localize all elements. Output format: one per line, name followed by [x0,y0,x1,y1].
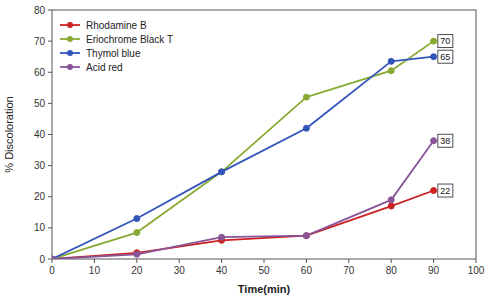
series-point [134,216,140,222]
x-tick-label: 30 [174,265,186,276]
annotation-box [438,134,453,147]
x-tick-label: 10 [89,265,101,276]
series-point [431,138,437,144]
x-tick-label: 40 [216,265,228,276]
y-tick-label: 60 [34,67,46,78]
y-tick [48,165,52,166]
series-point [431,188,437,194]
y-tick [48,227,52,228]
series-line [52,141,434,259]
series-point [431,54,437,60]
series-point [388,197,394,203]
series-point [134,251,140,257]
y-tick-label: 10 [34,222,46,233]
x-tick-label: 50 [258,265,270,276]
series-point [219,169,225,175]
legend-marker [67,50,73,56]
series-point [388,203,394,209]
legend-label: Rhodamine B [86,20,147,31]
series-point [303,233,309,239]
annotation: 70 [438,35,453,48]
x-tick [348,259,349,263]
y-tick-label: 70 [34,36,46,47]
annotation-text: 65 [440,52,450,62]
series-point [219,169,225,175]
x-tick [306,259,307,263]
annotation: 22 [438,184,453,197]
x-tick-label: 90 [428,265,440,276]
legend-marker [67,36,73,42]
legend-label: Eriochrome Black T [86,34,173,45]
x-tick [179,259,180,263]
y-tick [48,103,52,104]
annotation: 65 [438,50,453,63]
annotations: 70 65 38 22 [438,35,453,197]
series-point [303,94,309,100]
x-tick [136,259,137,263]
y-tick [48,10,52,11]
y-tick-label: 0 [39,254,45,265]
x-axis-label: Time(min) [238,283,291,295]
series-point [52,256,55,259]
annotation-box [438,50,453,63]
annotation: 38 [438,134,453,147]
y-tick [48,134,52,135]
x-tick [94,259,95,263]
y-tick-label: 80 [34,5,46,16]
y-tick [48,72,52,73]
x-tick [52,259,53,263]
legend-marker [67,64,73,70]
x-tick-label: 60 [301,265,313,276]
series-point [388,68,394,74]
x-tick [433,259,434,263]
series-line [52,57,434,259]
series-point [303,233,309,239]
annotation-text: 22 [440,186,450,196]
legend-marker [67,22,73,28]
annotation-text: 70 [440,36,450,46]
series-point [52,256,55,259]
chart-svg: 0 10 20 30 40 50 60 70 80 90 100 0 10 20 30 40 50 60 70 80 T… [0,0,490,299]
x-tick-label: 70 [343,265,355,276]
x-tick [264,259,265,263]
series-point [219,234,225,240]
chart-container: 0 10 20 30 40 50 60 70 80 90 100 0 10 20 30 40 50 60 70 80 T… [0,0,490,299]
plot-data [52,38,437,259]
legend-label: Thymol blue [86,48,141,59]
x-tick [221,259,222,263]
series-point [303,125,309,131]
series-point [388,58,394,64]
legend-label: Acid red [86,62,123,73]
annotation-box [438,184,453,197]
y-tick-label: 40 [34,129,46,140]
y-tick-label: 20 [34,191,46,202]
series-point [134,230,140,236]
series-line [52,41,434,259]
y-tick-label: 30 [34,160,46,171]
annotation-text: 38 [440,136,450,146]
x-tick-label: 100 [468,265,485,276]
axes: 0 10 20 30 40 50 60 70 80 90 100 0 10 20 30 40 50 60 70 80 [34,5,485,277]
x-tick-label: 0 [49,265,55,276]
annotation-box [438,35,453,48]
y-tick [48,196,52,197]
series-point [431,38,437,44]
y-tick [48,259,52,260]
series-point [52,256,55,259]
x-tick [391,259,392,263]
x-tick-label: 20 [131,265,143,276]
y-axis-label: % Discoloration [3,96,15,172]
y-tick [48,41,52,42]
plot-frame [52,10,476,259]
series-line [52,191,434,259]
x-tick [476,259,477,263]
legend: Rhodamine B Eriochrome Black T Thymol blue… [60,20,173,73]
series-point [52,256,55,259]
x-tick-label: 80 [386,265,398,276]
y-tick-label: 50 [34,98,46,109]
